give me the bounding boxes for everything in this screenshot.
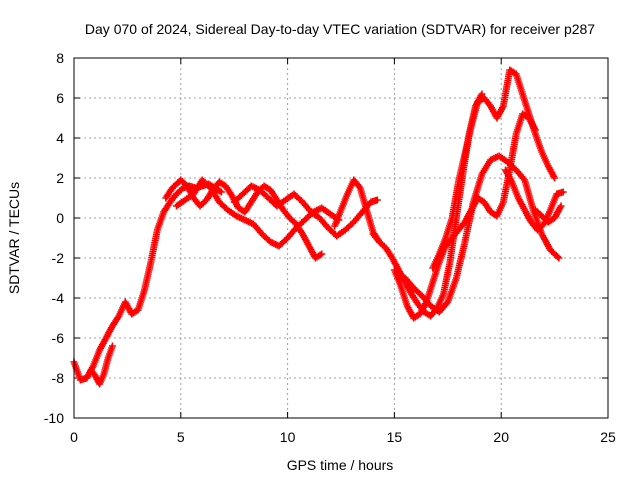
x-tick-label: 0	[70, 429, 78, 445]
y-tick-label: -6	[52, 330, 65, 346]
data-point	[108, 342, 116, 350]
y-tick-label: -4	[52, 290, 65, 306]
grid-lines	[74, 58, 608, 418]
y-tick-label: 2	[56, 170, 64, 186]
data-point	[373, 196, 381, 204]
data-point	[553, 253, 561, 261]
series-track-2	[87, 342, 116, 388]
chart-title: Day 070 of 2024, Sidereal Day-to-day VTE…	[85, 21, 595, 37]
y-tick-label: -8	[52, 370, 65, 386]
series-track-1	[70, 180, 225, 384]
series-track-10	[429, 66, 559, 272]
y-tick-label: 4	[56, 130, 64, 146]
series-track-4	[173, 176, 343, 250]
x-tick-label: 15	[387, 429, 403, 445]
series-track-12	[531, 202, 565, 226]
x-axis-ticks: 0 5 10 15 20 25	[70, 58, 616, 445]
x-tick-label: 25	[600, 429, 616, 445]
y-tick-label: 8	[56, 50, 64, 66]
x-tick-label: 20	[493, 429, 509, 445]
series-track-9	[401, 152, 563, 316]
series-track-8	[390, 110, 539, 322]
y-tick-label: -2	[52, 250, 65, 266]
x-axis-label: GPS time / hours	[287, 457, 394, 473]
series-track-7	[369, 90, 486, 320]
data-point	[557, 202, 565, 210]
data-point	[551, 174, 559, 182]
series-track-5	[230, 182, 381, 240]
data-point	[555, 254, 563, 262]
x-tick-label: 5	[177, 429, 185, 445]
data-point	[318, 250, 326, 258]
y-tick-label: -10	[44, 410, 64, 426]
data-marks	[70, 66, 567, 388]
y-axis-ticks: -10 -8 -6 -4 -2 0 2 4 6 8	[44, 50, 608, 426]
plot-frame	[73, 57, 609, 419]
data-point	[217, 188, 225, 196]
y-tick-label: 6	[56, 90, 64, 106]
x-tick-label: 10	[280, 429, 296, 445]
y-axis-label: SDTVAR / TECUs	[6, 182, 22, 294]
series-track-3	[162, 176, 326, 262]
y-tick-label: 0	[56, 210, 64, 226]
data-point	[559, 188, 567, 196]
